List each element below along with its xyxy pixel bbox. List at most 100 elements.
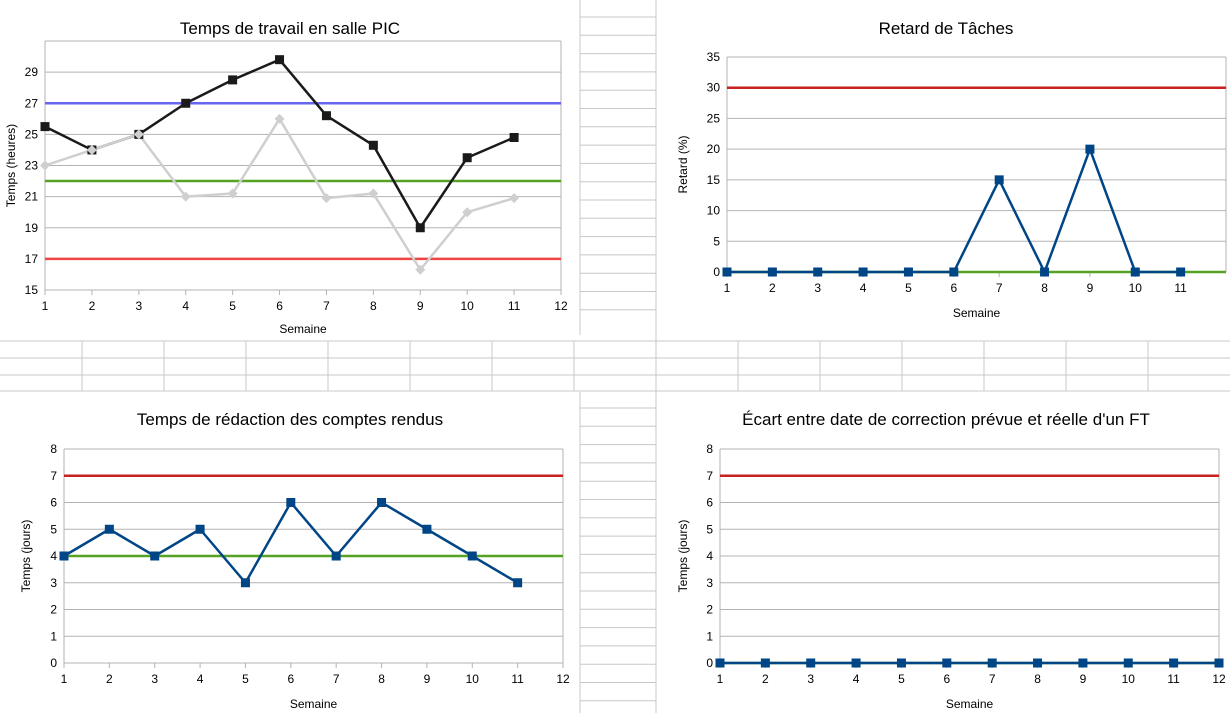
x-tick-label: 7: [989, 672, 996, 686]
y-tick-label: 4: [706, 549, 713, 563]
y-tick-label: 25: [25, 127, 39, 141]
x-tick-label: 2: [762, 672, 769, 686]
data-point: [851, 658, 861, 668]
y-tick-label: 6: [706, 496, 713, 510]
data-point: [760, 658, 770, 668]
y-tick-label: 0: [706, 656, 713, 670]
data-point: [1169, 658, 1179, 668]
y-tick-label: 27: [25, 96, 39, 110]
x-tick-label: 6: [943, 672, 950, 686]
y-tick-label: 35: [707, 50, 721, 64]
data-point: [150, 551, 160, 561]
y-tick-label: 10: [707, 204, 721, 218]
x-tick-label: 7: [333, 672, 340, 686]
x-tick-label: 3: [814, 281, 821, 295]
y-tick-label: 8: [706, 442, 713, 456]
x-tick-label: 10: [461, 299, 475, 313]
y-axis-label: Temps (jours): [19, 520, 33, 593]
data-point: [715, 658, 725, 668]
x-tick-label: 4: [197, 672, 204, 686]
data-point: [321, 111, 331, 121]
x-tick-label: 1: [724, 281, 731, 295]
x-tick-label: 12: [556, 672, 570, 686]
data-point: [368, 140, 378, 150]
data-point: [1176, 267, 1186, 277]
x-tick-label: 3: [151, 672, 158, 686]
x-tick-label: 3: [807, 672, 814, 686]
y-tick-label: 8: [50, 442, 57, 456]
x-tick-label: 2: [769, 281, 776, 295]
data-point: [180, 191, 191, 202]
y-tick-label: 0: [713, 265, 720, 279]
x-tick-label: 5: [905, 281, 912, 295]
data-point: [227, 188, 238, 199]
y-tick-label: 2: [50, 603, 57, 617]
x-tick-label: 12: [1212, 672, 1226, 686]
y-tick-label: 25: [707, 111, 721, 125]
data-point: [1130, 267, 1140, 277]
data-point: [181, 98, 191, 108]
x-tick-label: 9: [417, 299, 424, 313]
x-tick-label: 4: [182, 299, 189, 313]
x-tick-label: 8: [378, 672, 385, 686]
data-point: [509, 193, 520, 204]
y-tick-label: 15: [707, 173, 721, 187]
x-axis-label: Semaine: [953, 306, 1001, 320]
y-axis-label: Retard (%): [676, 135, 690, 193]
data-point: [59, 551, 69, 561]
x-tick-label: 5: [242, 672, 249, 686]
y-tick-label: 30: [707, 81, 721, 95]
data-point: [509, 132, 519, 142]
x-tick-label: 11: [1174, 281, 1187, 295]
data-point: [286, 498, 296, 507]
y-tick-label: 5: [706, 522, 713, 536]
chart-title: Retard de Tâches: [879, 19, 1014, 38]
data-point: [1040, 267, 1050, 277]
data-point: [86, 144, 97, 155]
data-point: [942, 658, 952, 668]
data-point: [722, 267, 732, 277]
y-tick-label: 15: [25, 283, 39, 297]
data-point: [275, 55, 285, 65]
x-tick-label: 1: [61, 672, 68, 686]
data-point: [1078, 658, 1088, 668]
x-tick-label: 5: [898, 672, 905, 686]
data-point: [40, 160, 50, 171]
x-axis-label: Semaine: [946, 697, 994, 711]
y-axis-label: Temps (jours): [676, 520, 690, 593]
y-tick-label: 7: [706, 469, 713, 483]
x-tick-label: 1: [717, 672, 724, 686]
y-tick-label: 19: [25, 221, 39, 235]
chart-title: Temps de rédaction des comptes rendus: [137, 410, 443, 429]
x-tick-label: 5: [229, 299, 236, 313]
data-point: [896, 658, 906, 668]
y-tick-label: 21: [25, 190, 39, 204]
data-point: [1214, 658, 1224, 668]
x-tick-label: 9: [1080, 672, 1087, 686]
data-point: [949, 267, 959, 277]
x-tick-label: 10: [466, 672, 480, 686]
data-point: [331, 551, 341, 561]
data-point: [994, 175, 1004, 185]
y-tick-label: 7: [50, 469, 57, 483]
chart-title: Temps de travail en salle PIC: [180, 19, 400, 38]
data-point: [462, 153, 472, 163]
x-tick-label: 11: [508, 299, 521, 313]
x-axis-label: Semaine: [279, 322, 327, 336]
x-tick-label: 10: [1122, 672, 1136, 686]
data-point: [813, 267, 823, 277]
y-tick-label: 23: [25, 159, 39, 173]
x-tick-label: 9: [424, 672, 431, 686]
data-point: [858, 267, 868, 277]
y-tick-label: 0: [50, 656, 57, 670]
data-point: [987, 658, 997, 668]
chart-title: Écart entre date de correction prévue et…: [742, 410, 1150, 429]
y-tick-label: 1: [50, 629, 57, 643]
x-tick-label: 8: [1034, 672, 1041, 686]
x-tick-label: 4: [860, 281, 867, 295]
data-point: [274, 113, 285, 124]
x-tick-label: 10: [1129, 281, 1143, 295]
